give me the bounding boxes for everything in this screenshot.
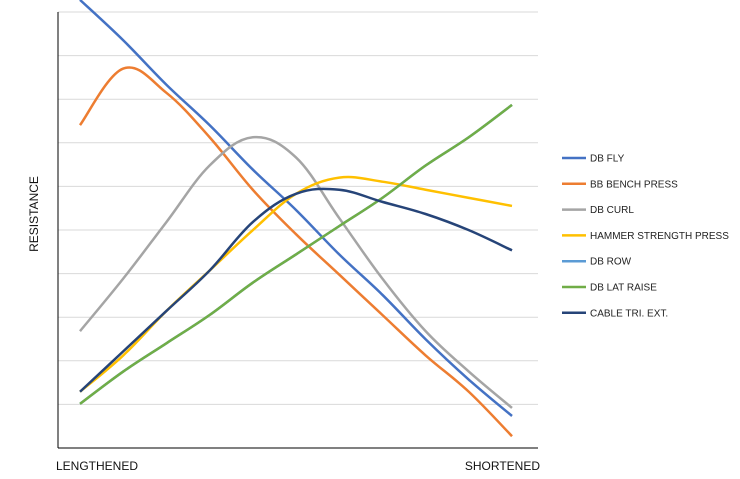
series-lines [78,0,513,438]
series-line-bb-bench-press [78,66,513,438]
legend: DB FLY BB BENCH PRESS DB CURL HAMMER STRENG… [562,154,729,319]
legend-label-db-lat-raise: DB LAT RAISE [590,283,657,294]
x-axis-start-label: LENGTHENED [56,459,138,473]
legend-label-hammer-strength-press: HAMMER STRENGTH PRESS [590,231,729,242]
series-line-db-fly [79,0,513,417]
series-line-cable-tri-ext [79,187,513,393]
legend-label-db-curl: DB CURL [590,205,634,216]
legend-label-db-row: DB ROW [590,257,632,268]
series-line-db-lat-raise [79,103,513,405]
x-axis-end-label: SHORTENED [465,459,540,473]
y-axis-title: RESISTANCE [27,176,41,252]
axes [57,12,538,449]
legend-label-cable-tri-ext: CABLE TRI. EXT. [590,308,668,319]
legend-label-db-fly: DB FLY [590,154,625,165]
series-line-db-curl [79,135,513,409]
legend-label-bb-bench-press: BB BENCH PRESS [590,179,678,190]
